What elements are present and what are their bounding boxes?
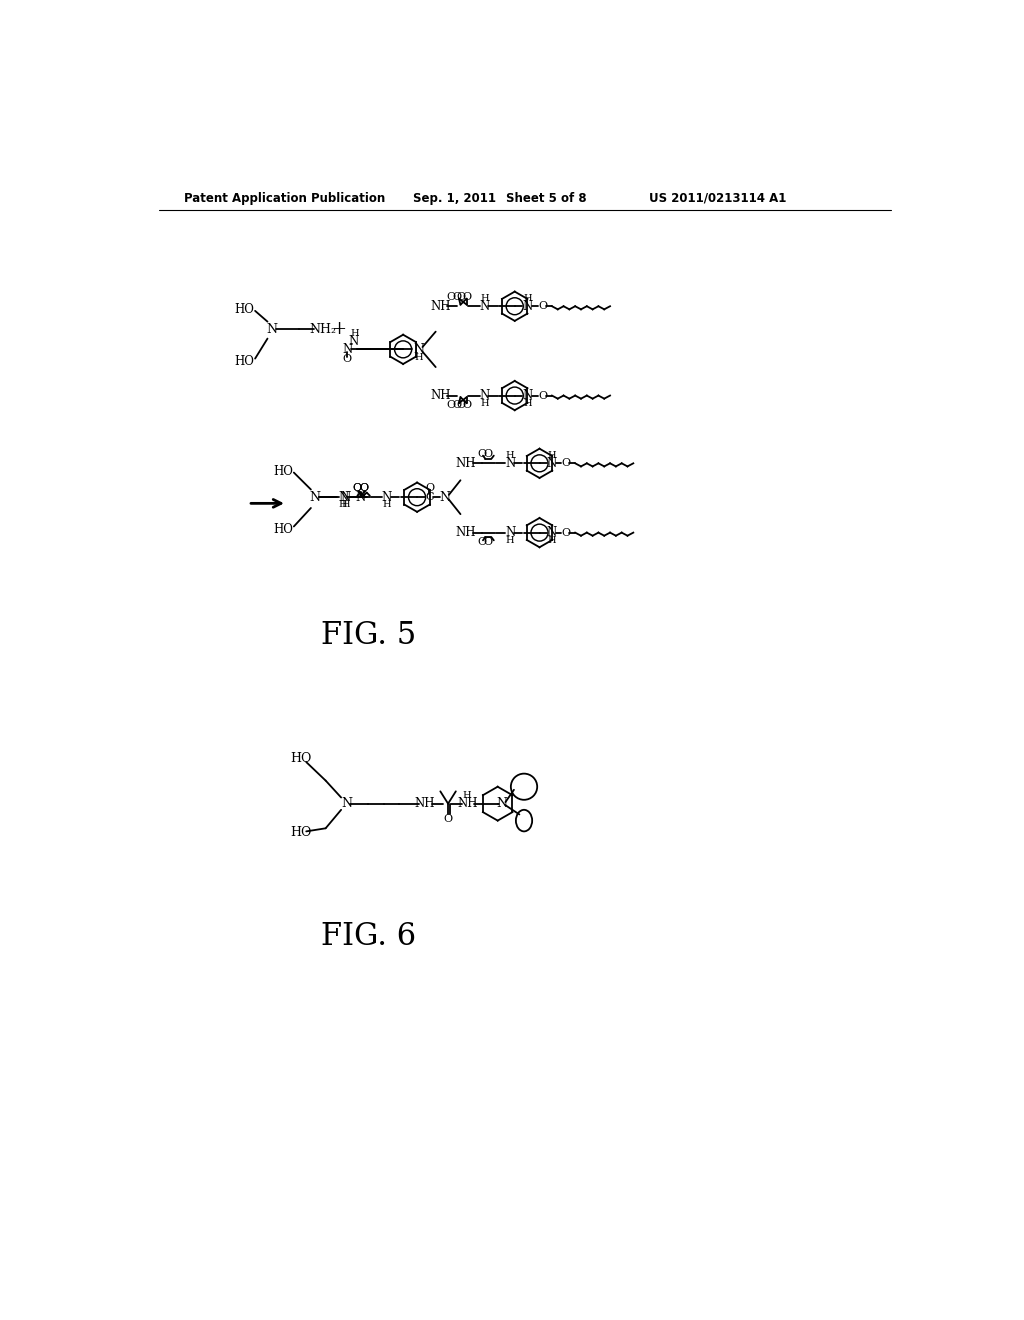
Text: N: N <box>547 457 557 470</box>
Text: O: O <box>456 400 465 409</box>
Text: HO: HO <box>291 826 312 840</box>
Text: NH: NH <box>456 527 476 539</box>
Text: N: N <box>338 491 348 504</box>
Text: Sep. 1, 2011: Sep. 1, 2011 <box>414 191 497 205</box>
Text: N: N <box>342 343 352 356</box>
Text: O: O <box>359 483 369 492</box>
Text: N: N <box>341 797 352 810</box>
Text: O: O <box>462 292 471 302</box>
Text: O: O <box>343 354 352 363</box>
Text: C: C <box>425 492 434 502</box>
Text: N: N <box>439 491 451 504</box>
Text: US 2011/0213114 A1: US 2011/0213114 A1 <box>649 191 786 205</box>
Text: O: O <box>446 400 456 409</box>
Text: H: H <box>506 536 514 545</box>
Text: N: N <box>479 300 489 313</box>
Text: N: N <box>505 527 515 539</box>
Text: O: O <box>443 814 453 824</box>
Text: H: H <box>480 399 488 408</box>
Text: FIG. 6: FIG. 6 <box>321 920 416 952</box>
Text: O: O <box>359 483 369 492</box>
Text: N: N <box>523 389 534 403</box>
Text: NH: NH <box>415 797 435 810</box>
Text: HO: HO <box>234 355 254 368</box>
Text: H: H <box>463 792 471 800</box>
Text: O: O <box>538 301 547 312</box>
Text: FIG. 5: FIG. 5 <box>321 620 416 651</box>
Text: HO: HO <box>234 302 254 315</box>
Text: H: H <box>480 294 488 304</box>
Text: H: H <box>383 500 391 510</box>
Text: H: H <box>338 500 347 510</box>
Text: O: O <box>453 400 462 409</box>
Text: O: O <box>538 391 547 400</box>
Text: N: N <box>413 343 424 356</box>
Text: O: O <box>425 483 434 492</box>
Text: H: H <box>548 536 556 545</box>
Text: H: H <box>523 399 532 408</box>
Text: N: N <box>505 457 515 470</box>
Text: O: O <box>561 528 570 537</box>
Text: N: N <box>309 491 321 504</box>
Text: O: O <box>353 483 361 492</box>
Text: H: H <box>350 330 358 338</box>
Text: N: N <box>341 491 351 504</box>
Text: NH: NH <box>430 389 451 403</box>
Text: NH: NH <box>456 457 476 470</box>
Text: O: O <box>446 292 456 302</box>
Text: N: N <box>479 389 489 403</box>
Text: N: N <box>266 323 278 335</box>
Text: H: H <box>341 500 350 510</box>
Text: NH: NH <box>430 300 451 313</box>
Text: O: O <box>462 400 471 409</box>
Text: O: O <box>483 537 493 546</box>
Text: +: + <box>332 321 346 338</box>
Text: NH: NH <box>457 797 478 810</box>
Text: O: O <box>453 292 462 302</box>
Text: NH₂: NH₂ <box>310 323 337 335</box>
Text: N: N <box>547 527 557 539</box>
Text: N: N <box>382 491 392 504</box>
Text: HO: HO <box>291 752 312 766</box>
Text: O: O <box>477 449 486 459</box>
Text: N: N <box>348 335 358 348</box>
Text: N: N <box>523 300 534 313</box>
Text: O: O <box>456 292 465 302</box>
Text: H: H <box>415 352 423 362</box>
Text: O: O <box>353 483 361 492</box>
Text: O: O <box>561 458 570 469</box>
Text: H: H <box>548 451 556 461</box>
Text: N: N <box>497 797 508 810</box>
Text: N: N <box>355 491 366 504</box>
Text: O: O <box>477 537 486 546</box>
Text: O: O <box>483 449 493 459</box>
Text: HO: HO <box>273 465 293 478</box>
Text: H: H <box>506 451 514 461</box>
Text: Sheet 5 of 8: Sheet 5 of 8 <box>506 191 587 205</box>
Text: Patent Application Publication: Patent Application Publication <box>183 191 385 205</box>
Text: H: H <box>523 294 532 304</box>
Text: HO: HO <box>273 523 293 536</box>
